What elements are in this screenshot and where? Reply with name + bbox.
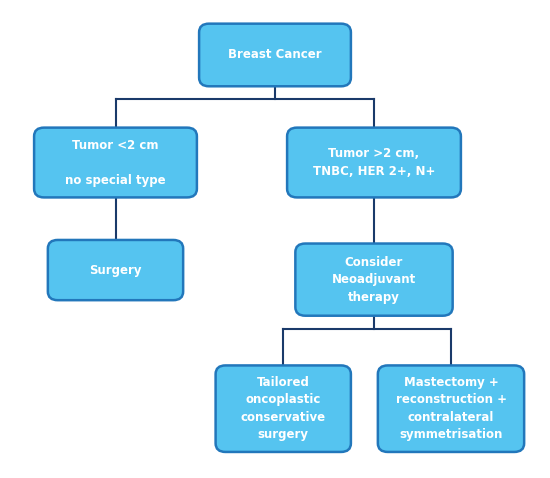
Text: Consider
Neoadjuvant
therapy: Consider Neoadjuvant therapy xyxy=(332,256,416,304)
FancyBboxPatch shape xyxy=(287,128,461,197)
Text: Breast Cancer: Breast Cancer xyxy=(228,48,322,62)
Text: Surgery: Surgery xyxy=(89,263,142,277)
FancyBboxPatch shape xyxy=(34,128,197,197)
FancyBboxPatch shape xyxy=(199,24,351,87)
Text: Tailored
oncoplastic
conservative
surgery: Tailored oncoplastic conservative surger… xyxy=(241,376,326,442)
FancyBboxPatch shape xyxy=(295,244,453,316)
FancyBboxPatch shape xyxy=(48,240,183,300)
FancyBboxPatch shape xyxy=(216,366,351,452)
Text: Mastectomy +
reconstruction +
contralateral
symmetrisation: Mastectomy + reconstruction + contralate… xyxy=(395,376,507,442)
Text: Tumor >2 cm,
TNBC, HER 2+, N+: Tumor >2 cm, TNBC, HER 2+, N+ xyxy=(313,147,435,178)
FancyBboxPatch shape xyxy=(378,366,524,452)
Text: Tumor <2 cm

no special type: Tumor <2 cm no special type xyxy=(65,139,166,186)
